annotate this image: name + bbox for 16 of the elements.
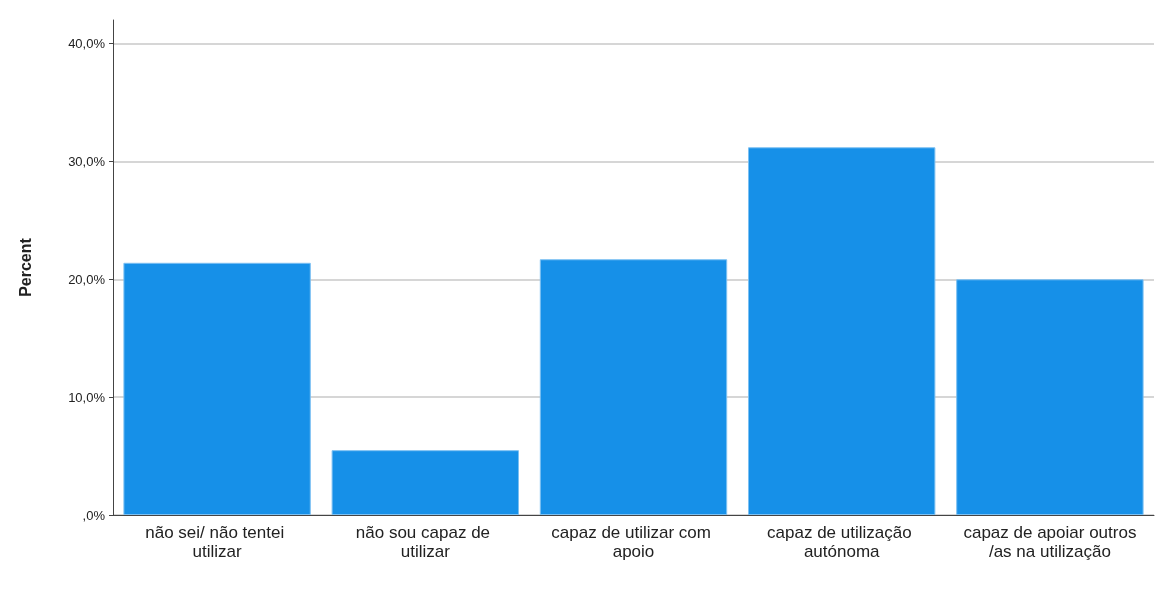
x-tick-label: não sei/ não tentei utilizar: [145, 523, 289, 561]
x-tick-label: capaz de utilizar com apoio: [551, 523, 716, 561]
bar: [123, 262, 311, 515]
bar: [331, 450, 519, 515]
x-tick-label: capaz de utilização autónoma: [767, 523, 917, 561]
x-tick-label: não sou capaz de utilizar: [355, 523, 495, 561]
bar: [748, 147, 936, 515]
y-tick-label: 20,0%: [68, 271, 106, 287]
bar: [956, 279, 1144, 515]
y-tick-label: 10,0%: [68, 389, 106, 405]
y-tick-label: ,0%: [82, 507, 106, 523]
bar: [539, 259, 728, 515]
y-tick-label: 40,0%: [68, 36, 106, 52]
y-axis-title: Percent: [16, 237, 34, 297]
x-tick-label: capaz de apoiar outros/as na utilização: [963, 523, 1137, 561]
y-tick-label: 30,0%: [68, 153, 106, 169]
